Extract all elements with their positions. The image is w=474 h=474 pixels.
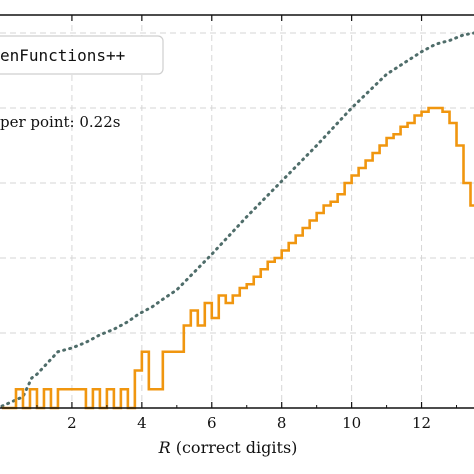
x-tick-label: 10 (342, 414, 361, 432)
grid-lines (0, 15, 474, 408)
legend: enFunctions++ (0, 35, 164, 75)
x-tick-label: 12 (412, 414, 431, 432)
series-orange-step-line (2, 106, 474, 410)
x-ticks: 2 4 6 8 10 12 (36, 15, 458, 432)
timing-annotation: per point: 0.22s (0, 113, 120, 131)
series-dotted-line (0, 31, 474, 408)
x-axis-label-text: (correct digits) (171, 438, 298, 457)
legend-entry-label: enFunctions++ (0, 46, 125, 65)
legend-box (0, 35, 164, 75)
series-layer (0, 31, 474, 410)
x-tick-label: 2 (67, 414, 77, 432)
x-axis-label-variable: R (158, 438, 171, 457)
x-axis-label: R (correct digits) (158, 438, 298, 457)
x-tick-label: 6 (207, 414, 217, 432)
plot-frame (0, 14, 474, 409)
x-tick-label: 4 (137, 414, 147, 432)
x-tick-label: 8 (277, 414, 287, 432)
